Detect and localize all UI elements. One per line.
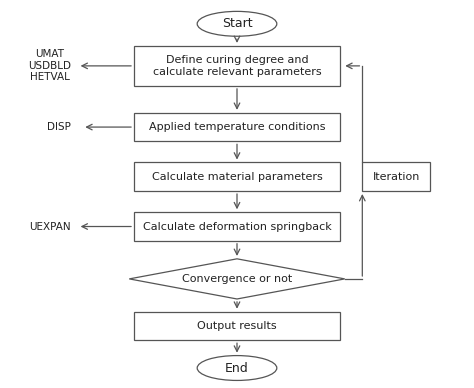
Text: UEXPAN: UEXPAN xyxy=(29,222,71,232)
Ellipse shape xyxy=(197,11,277,36)
Text: DISP: DISP xyxy=(47,122,71,132)
Text: Start: Start xyxy=(222,17,252,30)
Text: Define curing degree and
calculate relevant parameters: Define curing degree and calculate relev… xyxy=(153,55,321,77)
Text: UMAT
USDBLD
HETVAL: UMAT USDBLD HETVAL xyxy=(28,49,71,83)
Text: Output results: Output results xyxy=(197,321,277,331)
FancyBboxPatch shape xyxy=(134,312,340,340)
FancyBboxPatch shape xyxy=(134,163,340,191)
FancyBboxPatch shape xyxy=(134,212,340,241)
Text: Calculate deformation springback: Calculate deformation springback xyxy=(143,222,331,232)
Text: Iteration: Iteration xyxy=(373,172,420,182)
Text: End: End xyxy=(225,362,249,374)
Polygon shape xyxy=(129,259,345,299)
FancyBboxPatch shape xyxy=(362,163,430,191)
Text: Calculate material parameters: Calculate material parameters xyxy=(152,172,322,182)
Text: Convergence or not: Convergence or not xyxy=(182,274,292,284)
Ellipse shape xyxy=(197,355,277,381)
Text: Applied temperature conditions: Applied temperature conditions xyxy=(149,122,325,132)
FancyBboxPatch shape xyxy=(134,46,340,86)
FancyBboxPatch shape xyxy=(134,113,340,141)
